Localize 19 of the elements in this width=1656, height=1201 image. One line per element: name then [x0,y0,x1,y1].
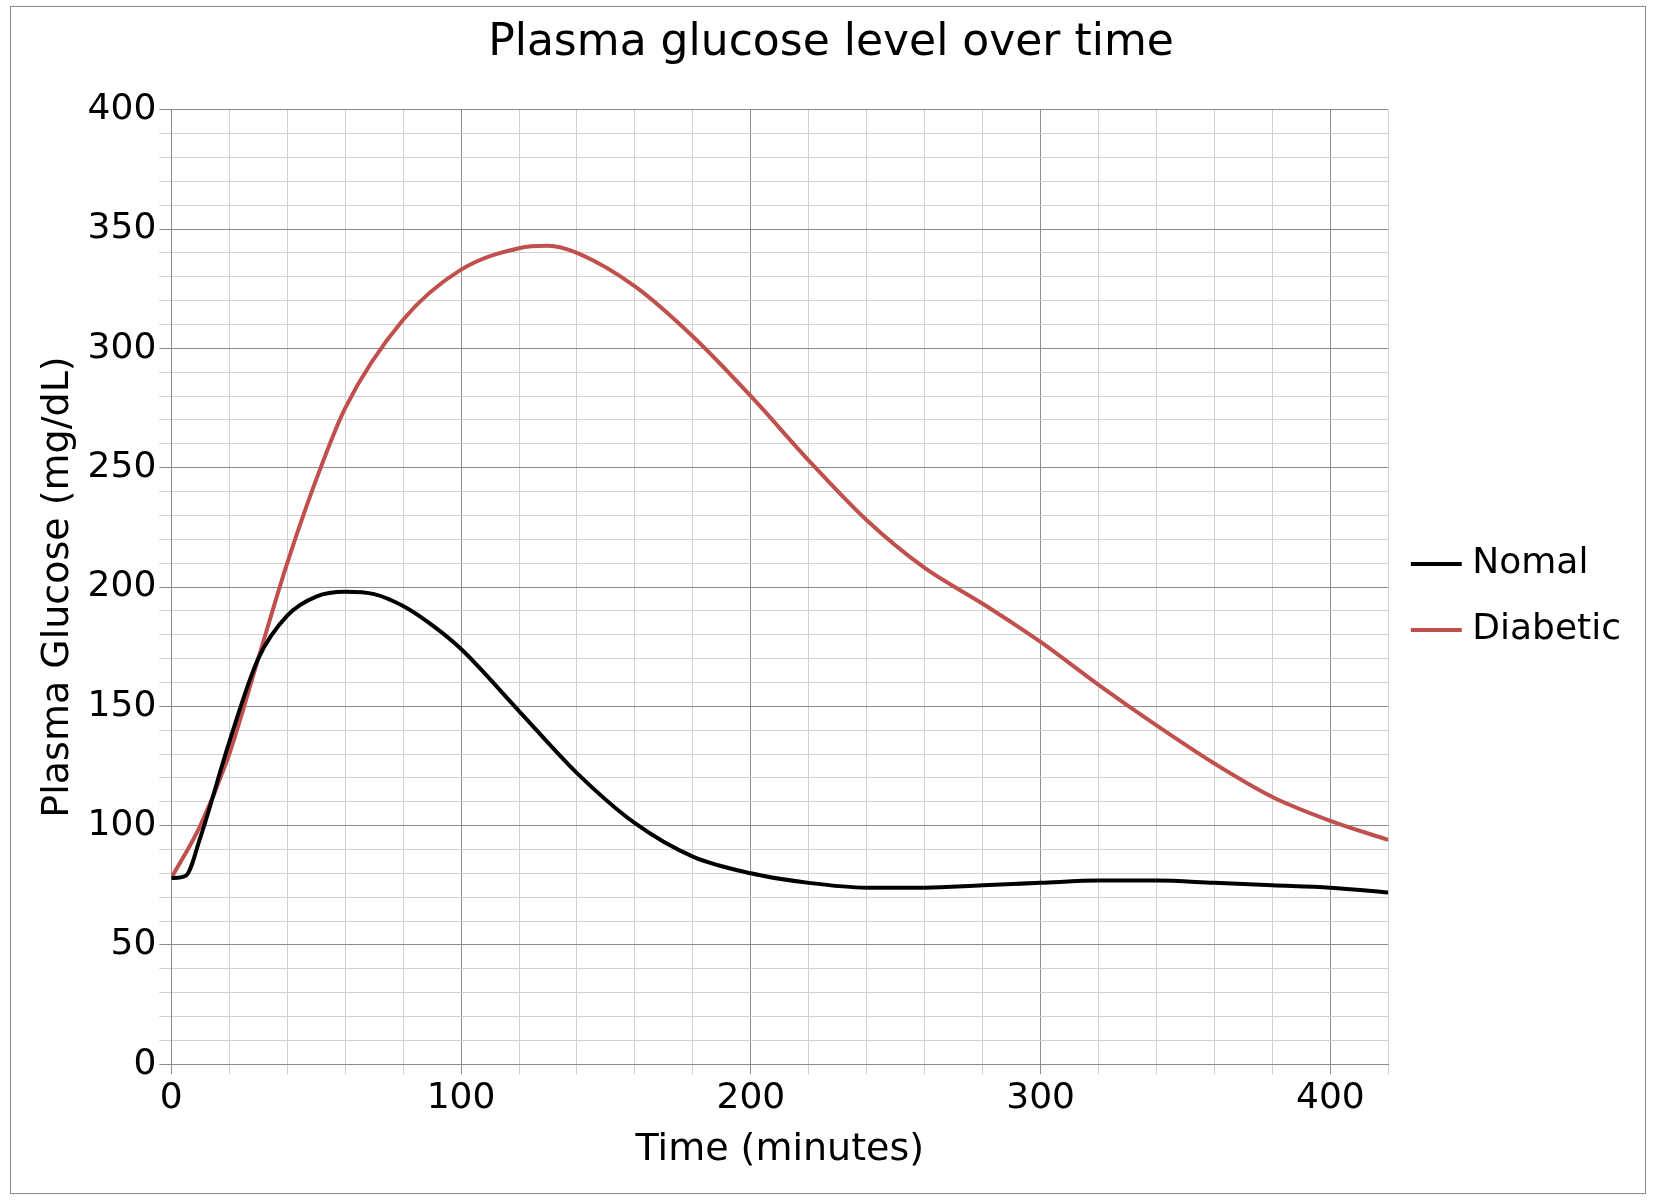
legend-label: Nomal [1472,540,1589,582]
y-tick-label: 300 [87,324,157,366]
y-tick-label: 0 [133,1040,157,1082]
y-tick-label: 50 [110,921,157,963]
y-tick-label: 350 [87,205,157,247]
legend-label: Diabetic [1472,606,1622,648]
y-tick-label: 100 [87,801,157,843]
x-tick-label: 300 [1006,1075,1075,1117]
y-axis-title: Plasma Glucose (mg/dL) [32,356,77,818]
y-tick-label: 400 [87,86,157,128]
y-tick-label: 200 [87,563,157,605]
x-tick-label: 100 [426,1075,496,1117]
y-tick-label: 250 [87,444,157,486]
y-tick-label: 150 [87,682,157,724]
chart-title: Plasma glucose level over time [488,13,1174,65]
x-tick-label: 200 [716,1075,786,1117]
x-axis-title: Time (minutes) [634,1125,925,1170]
x-tick-label: 0 [159,1075,183,1117]
x-tick-label: 400 [1296,1075,1365,1117]
